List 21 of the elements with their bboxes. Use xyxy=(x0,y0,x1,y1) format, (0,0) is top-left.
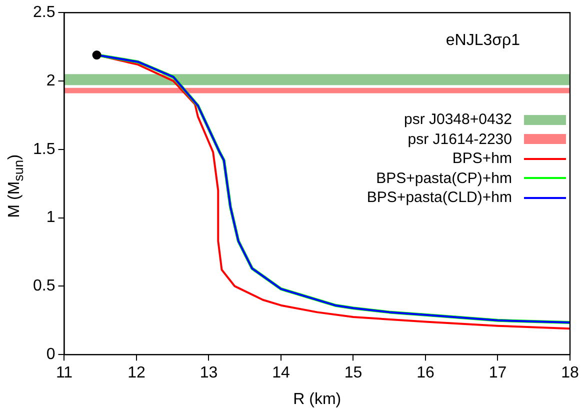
y-tick-label: 0.5 xyxy=(32,278,56,295)
x-tick-label: 11 xyxy=(56,364,73,382)
x-tick-label: 18 xyxy=(561,364,579,382)
legend-label: BPS+hm xyxy=(452,150,512,168)
x-tick-label: 15 xyxy=(344,364,362,382)
y-tick-label: 1 xyxy=(46,209,56,226)
text: eNJL3σρ1 xyxy=(446,32,520,50)
y-tick-label: 2.5 xyxy=(32,4,56,22)
legend-label: psr J0348+0432 xyxy=(404,111,512,128)
x-tick-label: 12 xyxy=(128,364,146,382)
y-tick-label: 1.5 xyxy=(32,140,56,158)
legend-label: psr J1614-2230 xyxy=(408,130,512,148)
x-tick-label: 17 xyxy=(488,364,507,382)
y-tick-label: 2 xyxy=(46,72,56,90)
x-tick-label: 13 xyxy=(200,364,218,382)
x-tick-label: 16 xyxy=(416,364,434,382)
legend-label: BPS+pasta(CLD)+hm xyxy=(366,189,512,206)
x-tick-label: 14 xyxy=(272,364,290,382)
legend-label: BPS+pasta(CP)+hm xyxy=(376,170,512,187)
x-axis-title: R (km) xyxy=(293,390,342,408)
y-tick-label: 0 xyxy=(46,346,56,364)
